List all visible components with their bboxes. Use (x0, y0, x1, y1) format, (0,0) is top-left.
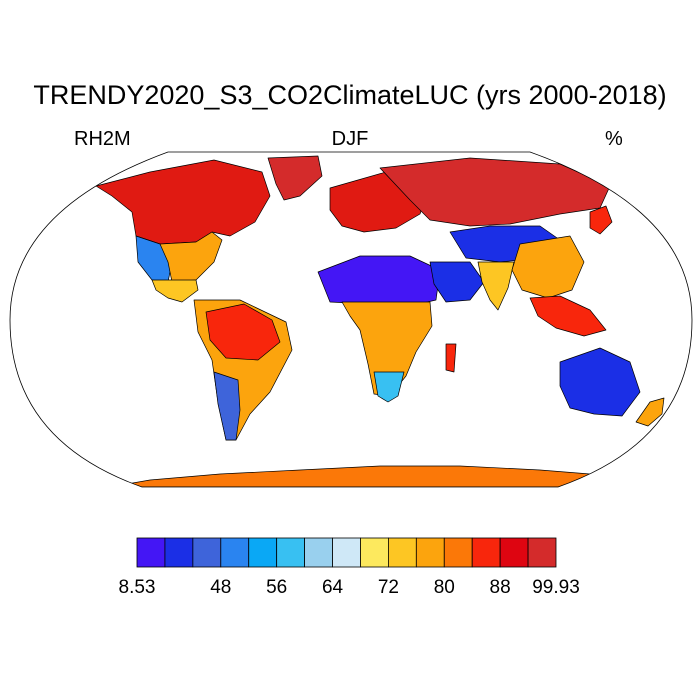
colorbar-labels: 8.53 48 56 64 72 80 88 99.93 (119, 577, 580, 598)
colorbar-box (387, 537, 417, 568)
colorbar-box (136, 537, 166, 568)
colorbar-tick-label: 56 (266, 577, 287, 598)
region-north-america (95, 159, 271, 245)
colorbar-tick-label: 64 (322, 577, 344, 598)
region-amazon (205, 303, 281, 361)
colorbar-box (164, 537, 194, 568)
variable-label: RH2M (74, 128, 131, 150)
region-madagascar (445, 343, 457, 373)
colorbar-box (276, 537, 306, 568)
region-new-zealand (635, 397, 665, 427)
region-india (477, 261, 515, 311)
region-australia (559, 347, 641, 417)
region-south-africa (373, 371, 405, 403)
region-arabia (429, 261, 485, 303)
units-label: % (605, 128, 623, 150)
colorbar-box (471, 537, 501, 568)
colorbar-tick-label: 48 (210, 577, 231, 598)
colorbar-box (499, 537, 529, 568)
map-frame (9, 151, 693, 488)
colorbar-tick-label: 99.93 (532, 577, 580, 598)
colorbar-box (443, 537, 473, 568)
colorbar-tick-label: 72 (378, 577, 399, 598)
land-regions (95, 155, 665, 487)
colorbar-box (220, 537, 250, 568)
colorbar-box (360, 537, 389, 568)
colorbar-box (248, 537, 278, 568)
map-title: TRENDY2020_S3_CO2ClimateLUC (yrs 2000-20… (33, 80, 667, 110)
colorbar-box (527, 537, 557, 568)
colorbar-tick-label: 80 (434, 577, 455, 598)
colorbar-box (192, 537, 222, 568)
colorbar-boxes (136, 537, 557, 568)
region-china (511, 235, 585, 299)
region-southeast-asia (529, 295, 607, 337)
region-us-east (159, 231, 223, 283)
colorbar-tick-label: 8.53 (119, 577, 156, 598)
region-central-america (151, 279, 199, 303)
region-russia (379, 157, 611, 227)
colorbar-box (332, 537, 361, 568)
colorbar-tick-label: 88 (490, 577, 511, 598)
colorbar-box (304, 537, 333, 568)
region-greenland (267, 155, 323, 201)
region-patagonia (213, 371, 241, 441)
season-label: DJF (331, 128, 369, 150)
colorbar-box (415, 537, 445, 568)
region-japan (589, 205, 613, 235)
